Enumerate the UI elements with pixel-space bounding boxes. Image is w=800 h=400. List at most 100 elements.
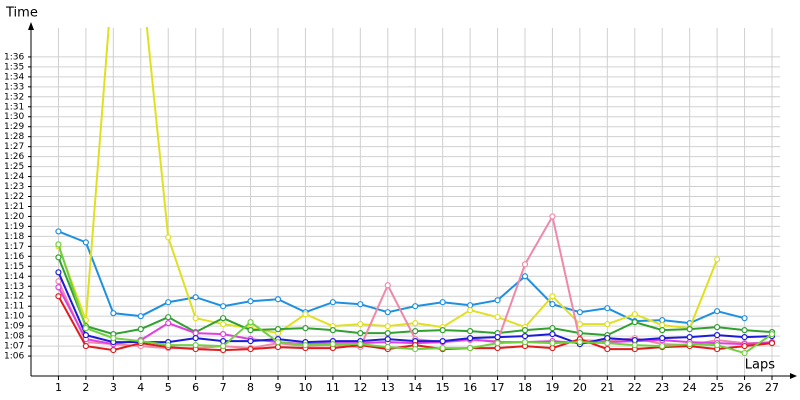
x-tick-label: 23 <box>655 381 669 394</box>
point <box>137 326 144 333</box>
point <box>192 294 199 301</box>
point <box>165 234 172 241</box>
point <box>247 327 254 334</box>
point <box>357 321 364 328</box>
x-tick-label: 17 <box>491 381 505 394</box>
point <box>741 342 748 350</box>
point <box>329 327 336 334</box>
point <box>768 331 776 338</box>
x-tick-label: 20 <box>573 381 587 394</box>
y-axis-title: Time <box>5 6 38 21</box>
point <box>549 301 556 308</box>
point <box>412 345 419 353</box>
point <box>741 327 748 334</box>
point <box>549 293 556 300</box>
point <box>604 345 611 353</box>
point <box>82 325 89 332</box>
point <box>55 241 62 248</box>
point <box>329 340 336 348</box>
y-tick-label: 1:25 <box>4 162 24 172</box>
point <box>741 334 748 341</box>
axes: Time Laps <box>5 6 797 379</box>
point <box>82 342 89 350</box>
y-tick-label: 1:15 <box>4 262 24 272</box>
point <box>659 322 666 329</box>
x-tick-label: 14 <box>408 381 422 394</box>
point <box>521 273 529 280</box>
point <box>192 315 199 322</box>
point <box>220 315 227 322</box>
point <box>302 341 309 349</box>
y-tick-label: 1:28 <box>4 132 24 142</box>
y-tick-label: 1:13 <box>4 282 24 292</box>
y-tick-label: 1:22 <box>4 192 24 202</box>
point <box>604 339 611 347</box>
point <box>110 335 117 342</box>
point <box>439 344 446 352</box>
point <box>549 325 556 332</box>
point <box>220 303 227 310</box>
x-tick-label: 16 <box>463 381 477 394</box>
y-tick-label: 1:27 <box>4 142 24 152</box>
x-arrow <box>790 373 797 379</box>
x-axis-title: Laps <box>745 358 775 373</box>
point <box>192 335 199 342</box>
y-tick-label: 1:29 <box>4 122 24 132</box>
y-tick-label: 1:12 <box>4 292 24 302</box>
y-tick-label: 1:35 <box>4 62 24 72</box>
point <box>659 342 666 350</box>
point <box>467 328 474 335</box>
point <box>576 309 583 316</box>
series-line <box>58 230 745 325</box>
point <box>604 335 611 342</box>
x-tick-label: 6 <box>192 381 199 394</box>
point <box>714 332 721 339</box>
point <box>467 335 474 342</box>
point <box>494 334 501 341</box>
point <box>439 299 446 306</box>
point <box>55 293 62 300</box>
x-tick-label: 3 <box>110 381 117 394</box>
point <box>604 321 611 328</box>
x-tick-label: 18 <box>518 381 532 394</box>
point <box>274 338 282 346</box>
point <box>494 314 501 321</box>
y-tick-label: 1:08 <box>4 332 24 342</box>
x-tick-label: 12 <box>353 381 367 394</box>
point <box>247 298 254 305</box>
x-tick-label: 5 <box>165 381 172 394</box>
y-tick-label: 1:36 <box>4 52 24 62</box>
x-tick-label: 25 <box>710 381 724 394</box>
point <box>302 311 309 318</box>
x-tick-label: 13 <box>381 381 395 394</box>
x-tick-label: 24 <box>683 381 697 394</box>
point <box>659 335 666 342</box>
ticks: 1:061:071:081:091:101:111:121:131:141:15… <box>4 52 779 394</box>
point <box>220 338 227 345</box>
x-tick-label: 21 <box>600 381 614 394</box>
point <box>357 330 364 337</box>
point <box>412 303 419 310</box>
point <box>467 344 474 352</box>
point <box>631 337 638 344</box>
point <box>631 311 638 318</box>
point <box>521 333 529 340</box>
point <box>631 341 638 349</box>
x-tick-label: 2 <box>82 381 89 394</box>
y-tick-label: 1:33 <box>4 82 24 92</box>
point <box>220 331 227 338</box>
x-tick-label: 27 <box>765 381 779 394</box>
point <box>165 299 172 306</box>
point <box>494 339 501 347</box>
point <box>714 308 721 315</box>
point <box>659 317 666 324</box>
point <box>412 320 419 327</box>
point <box>137 313 144 320</box>
point <box>220 321 227 328</box>
point <box>357 340 364 348</box>
point <box>384 309 391 316</box>
point <box>439 327 446 334</box>
x-tick-label: 11 <box>326 381 340 394</box>
point <box>274 326 282 333</box>
plot-area <box>55 27 776 357</box>
